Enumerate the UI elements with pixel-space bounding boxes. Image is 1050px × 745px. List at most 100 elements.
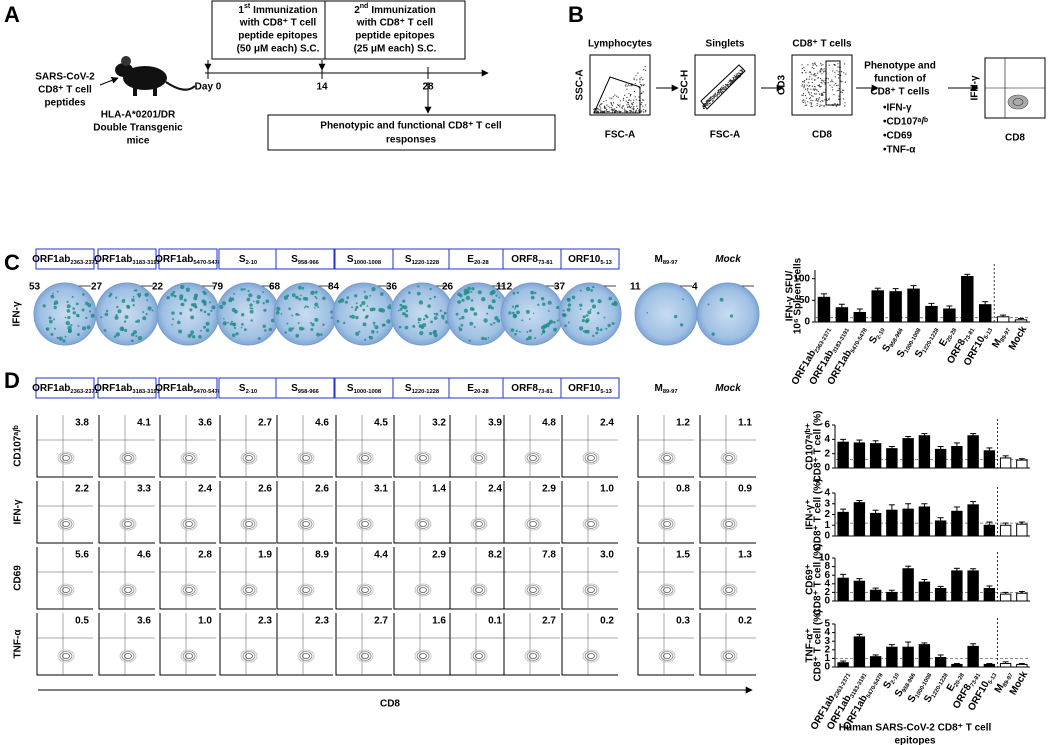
spot — [249, 307, 252, 310]
y-axis-label: CD8⁺ T cell (%) — [813, 411, 824, 483]
event-dot — [726, 84, 728, 86]
bar — [934, 657, 947, 668]
event-dot — [838, 77, 840, 79]
event-dot — [629, 105, 631, 107]
peptides-text: CD8⁺ T cell — [38, 85, 92, 96]
event-dot — [838, 71, 840, 73]
contour — [587, 653, 595, 659]
spot — [243, 288, 246, 291]
contour — [475, 653, 483, 659]
event-dot — [640, 83, 642, 86]
spot — [608, 296, 612, 301]
spot — [518, 330, 521, 333]
contour — [414, 517, 432, 531]
y-tick-label: 2 — [824, 509, 830, 520]
event-dot — [801, 85, 803, 87]
contour — [584, 651, 598, 661]
event-dot — [804, 94, 807, 97]
contour — [472, 585, 486, 595]
contour — [59, 651, 73, 661]
epitope-name: S — [405, 254, 412, 265]
event-dot — [628, 99, 630, 101]
bar — [983, 524, 996, 537]
event-dot — [707, 101, 709, 103]
event-dot — [822, 64, 824, 66]
event-dot — [599, 106, 601, 108]
spot — [89, 310, 92, 313]
event-dot — [614, 94, 616, 96]
mice-text: mice — [127, 136, 150, 147]
event-dot — [643, 99, 645, 101]
epitope-name: S — [893, 687, 906, 699]
event-dot — [816, 100, 819, 102]
epitope-name: ORF1ab — [94, 254, 132, 265]
bar — [961, 276, 974, 323]
spot — [137, 294, 141, 298]
event-dot — [820, 63, 822, 65]
spot — [562, 309, 565, 312]
event-dot — [820, 68, 822, 70]
event-dot — [823, 71, 825, 73]
flow-axes — [276, 481, 333, 544]
flow-axes — [503, 481, 560, 544]
contour — [660, 519, 674, 529]
spot — [585, 286, 591, 292]
epitope-label: S2-10 — [239, 383, 257, 395]
contour — [720, 451, 738, 465]
spot — [86, 325, 91, 330]
event-dot — [638, 110, 640, 112]
spot — [66, 300, 69, 303]
spot — [314, 290, 318, 294]
event-dot — [832, 81, 834, 83]
percent-label: 3.1 — [374, 484, 388, 495]
event-dot — [722, 85, 724, 87]
bar — [918, 506, 931, 537]
epitope-subscript: 5470-5478 — [193, 389, 221, 395]
event-dot — [629, 85, 631, 87]
spot — [301, 286, 305, 290]
event-dot — [819, 104, 821, 106]
box-text: (50 μM each) S.C. — [237, 44, 320, 55]
spot — [603, 316, 606, 319]
spot — [262, 324, 266, 328]
gate — [825, 60, 841, 106]
spot — [65, 320, 71, 326]
spot — [315, 297, 318, 300]
spot — [190, 330, 195, 335]
spot — [542, 302, 546, 306]
event-dot — [633, 78, 635, 81]
spot — [249, 303, 253, 307]
epitope-subscript: 958-966 — [889, 327, 905, 348]
contour — [297, 517, 315, 531]
event-dot — [803, 86, 805, 88]
percent-label: 2.2 — [75, 484, 89, 495]
event-dot — [732, 77, 735, 80]
event-dot — [822, 91, 825, 93]
y-tick-label: 2 — [824, 587, 830, 598]
spot — [362, 322, 367, 327]
spot — [380, 292, 384, 296]
spot — [419, 331, 424, 336]
event-dot — [727, 83, 729, 85]
y-tick-label: 100 — [793, 273, 810, 284]
row-label: CD107ᵃ/ᵇ — [13, 425, 24, 467]
epitope-subscript: 20-28 — [474, 389, 490, 395]
event-dot — [819, 77, 822, 80]
spot — [314, 307, 316, 309]
event-dot — [718, 92, 720, 94]
spot — [291, 293, 296, 298]
bar — [951, 510, 963, 537]
y-tick-label: 2 — [824, 448, 830, 459]
epitope-name: S — [881, 679, 894, 691]
contour — [119, 649, 137, 663]
spot — [404, 325, 409, 330]
percent-label: 2.7 — [542, 616, 556, 627]
event-dot — [600, 107, 602, 109]
y-tick-label: 4 — [824, 434, 830, 445]
spot — [123, 320, 127, 323]
contour — [57, 583, 75, 597]
spot — [566, 297, 571, 302]
epitope-name: ORF1ab — [32, 383, 70, 394]
percent-label: 0.2 — [600, 616, 614, 627]
readout-box — [267, 114, 556, 151]
